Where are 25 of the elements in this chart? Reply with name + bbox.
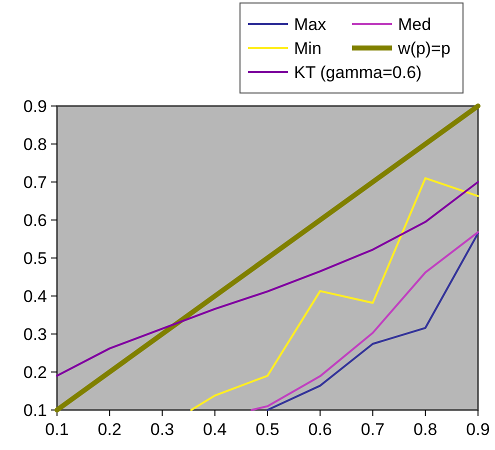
x-tick-label: 0.7 [360, 420, 385, 439]
x-tick-label: 0.8 [414, 420, 438, 439]
y-tick-label: 0.5 [23, 249, 47, 268]
y-tick-label: 0.6 [23, 211, 47, 230]
x-tick-label: 0.6 [308, 420, 332, 439]
y-tick-label: 0.3 [23, 325, 47, 344]
y-tick-label: 0.8 [23, 135, 47, 154]
legend-label: w(p)=p [397, 39, 450, 58]
y-tick-label: 0.2 [23, 363, 47, 382]
x-tick-label: 0.9 [466, 420, 490, 439]
x-tick-label: 0.1 [45, 420, 69, 439]
x-tick-label: 0.4 [203, 420, 227, 439]
legend-label: Max [294, 15, 327, 34]
line-series [190, 177, 479, 411]
legend-label: Med [398, 15, 432, 34]
y-tick-label: 0.7 [23, 173, 47, 192]
x-tick-label: 0.5 [256, 420, 280, 439]
legend-label: KT (gamma=0.6) [294, 63, 422, 82]
line-series [56, 181, 479, 377]
y-tick-label: 0.4 [23, 287, 47, 306]
y-tick-label: 0.9 [23, 97, 47, 116]
y-tick-label: 0.1 [23, 401, 47, 420]
x-tick-label: 0.3 [150, 420, 174, 439]
x-tick-label: 0.2 [98, 420, 122, 439]
legend-label: Min [294, 39, 322, 58]
